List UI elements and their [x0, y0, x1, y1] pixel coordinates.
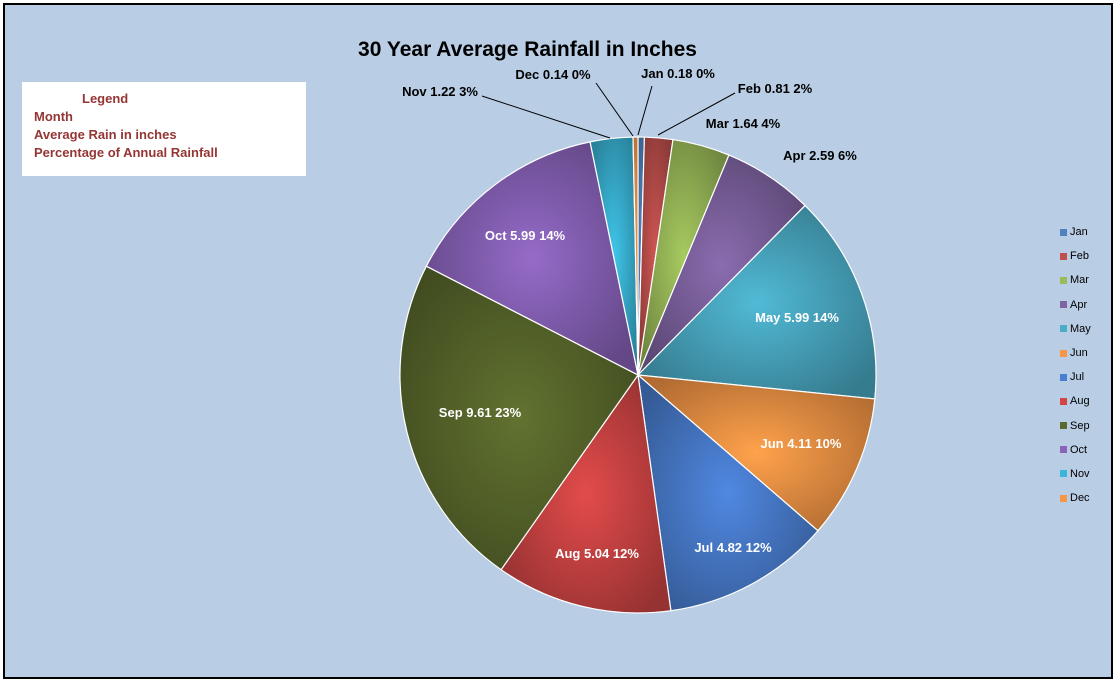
chart-title: 30 Year Average Rainfall in Inches: [358, 38, 697, 61]
legend-item-jan: Jan: [1060, 220, 1105, 244]
legend-item-nov: Nov: [1060, 462, 1105, 486]
data-label-dec: Dec 0.14 0%: [515, 67, 591, 82]
pie-slice-jul: [637, 373, 819, 612]
leader-line-jan: [637, 85, 653, 136]
legend-item-sep: Sep: [1060, 414, 1105, 438]
chart-legend: Jan Feb Mar Apr May Jun Jul Aug Sep Oct Nov Dec: [1060, 220, 1105, 510]
legend-label: Mar: [1070, 274, 1089, 287]
pie-slice-aug: [500, 373, 672, 614]
legend-swatch: [1060, 422, 1067, 430]
data-label-jul: Jul 4.82 12%: [694, 540, 772, 555]
legend-item-aug: Aug: [1060, 389, 1105, 413]
legend-swatch: [1060, 373, 1067, 381]
legend-label: Dec: [1070, 492, 1090, 505]
legend-item-mar: Mar: [1060, 268, 1105, 292]
legend-swatch: [1060, 301, 1067, 309]
legend-label: May: [1070, 322, 1091, 335]
legend-swatch: [1060, 446, 1067, 454]
legend-swatch: [1060, 494, 1067, 502]
legend-item-jun: Jun: [1060, 341, 1105, 365]
legend-label: Jan: [1070, 226, 1088, 239]
leader-line-feb: [657, 92, 736, 136]
legend-swatch: [1060, 397, 1067, 405]
data-label-mar: Mar 1.64 4%: [706, 116, 781, 131]
legend-label: Apr: [1070, 298, 1088, 311]
legend-item-oct: Oct: [1060, 438, 1105, 462]
leader-line-dec: [595, 82, 634, 137]
legend-label: Jul: [1070, 371, 1085, 384]
leader-line-nov: [481, 95, 611, 139]
data-label-jun: Jun 4.11 10%: [761, 436, 842, 451]
legend-label: Aug: [1070, 395, 1090, 408]
pie-slice-jun: [636, 374, 876, 532]
legend-item-jul: Jul: [1060, 365, 1105, 389]
legend-label: Jun: [1070, 347, 1088, 360]
data-label-aug: Aug 5.04 12%: [555, 546, 639, 561]
data-label-feb: Feb 0.81 2%: [738, 81, 813, 96]
legend-swatch: [1060, 228, 1067, 236]
legend-label: Nov: [1070, 467, 1090, 480]
legend-label: Oct: [1070, 443, 1088, 456]
legend-label: Feb: [1070, 250, 1089, 263]
pie-slice-oct: [425, 141, 639, 377]
legend-swatch: [1060, 252, 1067, 260]
legend-label: Sep: [1070, 419, 1090, 432]
legend-swatch: [1060, 349, 1067, 357]
data-label-may: May 5.99 14%: [755, 310, 839, 325]
legend-swatch: [1060, 276, 1067, 284]
data-label-nov: Nov 1.22 3%: [402, 84, 478, 99]
legend-note-month: Month: [34, 109, 73, 124]
legend-note-box: Legend Month Average Rain in inches Perc…: [22, 82, 306, 176]
pie-slice-dec: [632, 136, 639, 376]
pie-slice-may: [636, 204, 877, 400]
data-label-apr: Apr 2.59 6%: [783, 148, 857, 163]
legend-swatch: [1060, 325, 1067, 333]
legend-item-apr: Apr: [1060, 293, 1105, 317]
legend-note-rain: Average Rain in inches: [34, 127, 177, 142]
data-label-oct: Oct 5.99 14%: [485, 228, 566, 243]
pie-slice-sep: [399, 265, 639, 571]
legend-note-heading: Legend: [82, 91, 129, 106]
legend-item-may: May: [1060, 317, 1105, 341]
legend-item-dec: Dec: [1060, 486, 1105, 510]
data-label-jan: Jan 0.18 0%: [641, 66, 715, 81]
legend-swatch: [1060, 470, 1067, 478]
data-label-sep: Sep 9.61 23%: [439, 405, 522, 420]
legend-item-feb: Feb: [1060, 244, 1105, 268]
legend-note-percent: Percentage of Annual Rainfall: [34, 145, 218, 160]
